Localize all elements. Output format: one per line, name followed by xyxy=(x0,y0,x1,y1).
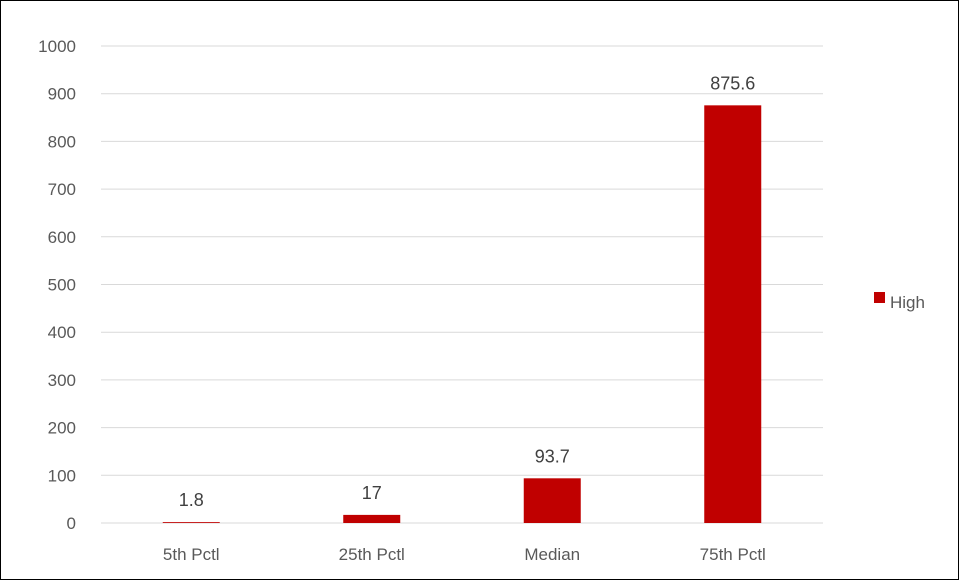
bar xyxy=(162,522,220,523)
y-tick-label: 300 xyxy=(48,371,76,390)
y-tick-label: 100 xyxy=(48,466,76,485)
data-label: 875.6 xyxy=(710,73,755,93)
x-tick-label: 75th Pctl xyxy=(700,545,766,564)
y-tick-label: 0 xyxy=(67,514,76,533)
gridlines xyxy=(101,45,823,524)
data-label: 93.7 xyxy=(535,446,570,466)
y-tick-label: 900 xyxy=(48,85,76,104)
legend-swatch-high xyxy=(874,292,885,303)
y-tick-label: 400 xyxy=(48,323,76,342)
x-tick-label: 25th Pctl xyxy=(339,545,405,564)
y-tick-label: 700 xyxy=(48,180,76,199)
data-label: 1.8 xyxy=(179,490,204,510)
y-tick-label: 600 xyxy=(48,228,76,247)
data-label: 17 xyxy=(362,483,382,503)
y-axis-tick-labels: 0 100 200 300 400 500 600 700 800 900 1000 xyxy=(38,37,76,533)
legend: High xyxy=(874,292,925,312)
x-axis-tick-labels: 5th Pctl 25th Pctl Median 75th Pctl xyxy=(163,545,766,564)
x-tick-label: Median xyxy=(524,545,580,564)
legend-label-high: High xyxy=(890,293,925,312)
y-tick-label: 200 xyxy=(48,419,76,438)
bar xyxy=(343,514,401,523)
bar xyxy=(704,105,762,523)
y-tick-label: 800 xyxy=(48,132,76,151)
bars xyxy=(162,105,762,523)
y-tick-label: 1000 xyxy=(38,37,76,56)
bar xyxy=(523,478,581,523)
data-labels: 1.8 17 93.7 875.6 xyxy=(179,73,756,510)
x-tick-label: 5th Pctl xyxy=(163,545,220,564)
y-tick-label: 500 xyxy=(48,276,76,295)
